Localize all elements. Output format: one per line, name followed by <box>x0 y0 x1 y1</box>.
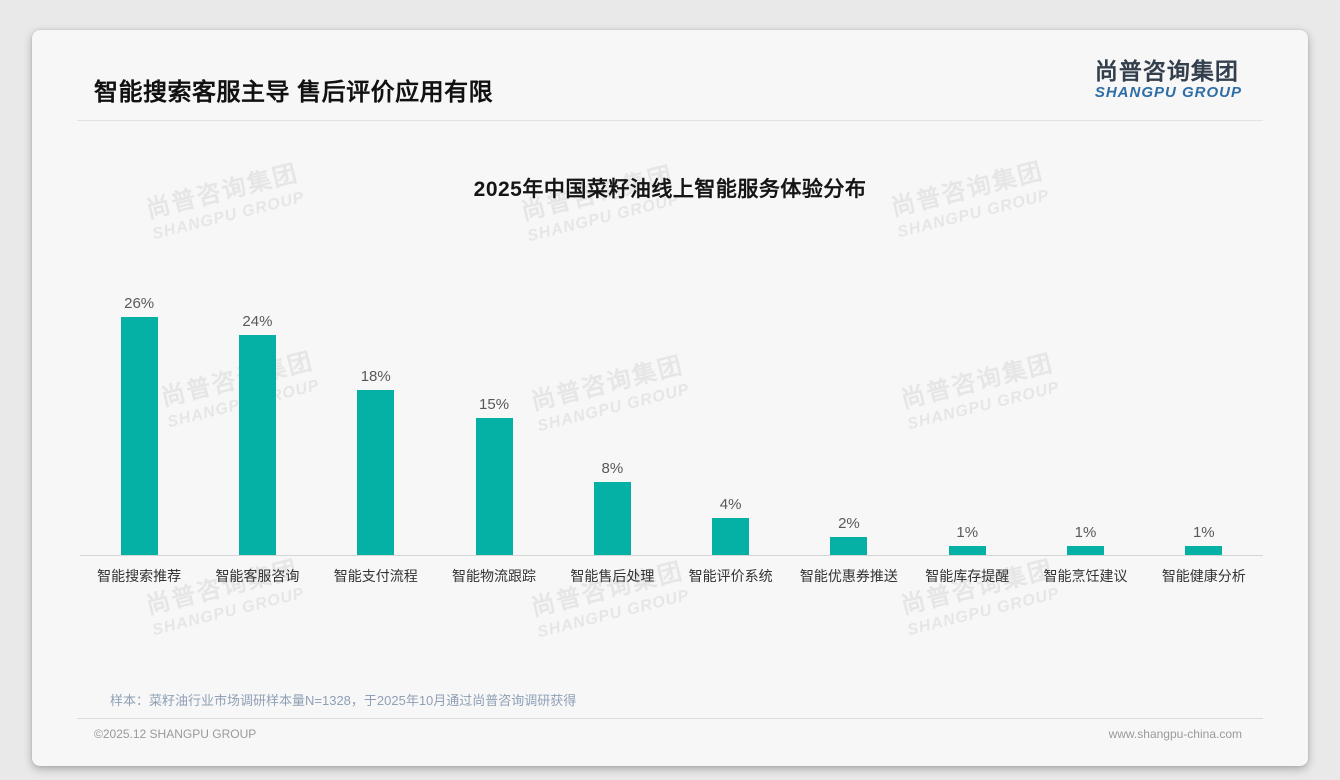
header: 智能搜索客服主导 售后评价应用有限 尚普咨询集团 SHANGPU GROUP <box>32 30 1308 107</box>
bar-value-label: 18% <box>360 368 391 385</box>
bar-column: 15% <box>435 276 553 555</box>
category-axis: 智能搜索推荐 智能客服咨询 智能支付流程 智能物流跟踪 智能售后处理 智能评价系统 智能优惠… <box>80 556 1263 586</box>
bar-chart-plot: 26% 24% 18% 15% 8% 4% 2% 1% 1% 1% <box>80 276 1263 556</box>
bar-value-label: 15% <box>479 396 510 413</box>
bar <box>593 482 631 555</box>
bar-value-label: 26% <box>124 295 155 312</box>
watermark-text-en: SHANGPU GROUP <box>150 584 307 640</box>
sample-footnote: 样本：菜籽油行业市场调研样本量N=1328，于2025年10月通过尚普咨询调研获… <box>110 693 577 708</box>
category-label: 智能评价系统 <box>688 568 773 584</box>
chart-title: 2025年中国菜籽油线上智能服务体验分布 <box>473 178 867 201</box>
bar-value-label: 2% <box>838 515 860 532</box>
category-label: 智能物流跟踪 <box>452 568 537 584</box>
bar-column: 4% <box>671 276 789 555</box>
category-label: 智能库存提醒 <box>925 568 1010 584</box>
category-label: 智能健康分析 <box>1161 568 1246 584</box>
watermark-text-en: SHANGPU GROUP <box>905 584 1062 640</box>
bar <box>475 418 513 555</box>
slide-card: 尚普咨询集团 SHANGPU GROUP 尚普咨询集团 SHANGPU GROUP 尚普… <box>32 30 1308 766</box>
header-divider <box>77 120 1263 121</box>
bar-value-label: 1% <box>1192 524 1215 541</box>
website-url: www.shangpu-china.com <box>1108 727 1242 741</box>
bar <box>830 537 868 555</box>
bar <box>120 317 158 555</box>
bar <box>948 546 986 555</box>
logo-text-en: SHANGPU GROUP <box>1094 84 1242 102</box>
bar-column: 26% <box>80 276 198 555</box>
bar-column: 1% <box>1145 276 1263 555</box>
copyright-text: ©2025.12 SHANGPU GROUP <box>94 727 257 741</box>
bar <box>1067 546 1105 555</box>
bar-value-label: 8% <box>601 460 624 477</box>
bar-column: 1% <box>1026 276 1144 555</box>
category-label: 智能烹饪建议 <box>1043 568 1128 584</box>
logo-text-cn: 尚普咨询集团 <box>1094 58 1239 84</box>
category-label: 智能支付流程 <box>333 568 418 584</box>
watermark-text-en: SHANGPU GROUP <box>535 586 692 642</box>
company-logo: 尚普咨询集团 SHANGPU GROUP <box>1095 58 1242 102</box>
bar-column: 8% <box>553 276 671 555</box>
category-label: 智能售后处理 <box>570 568 655 584</box>
bar-column: 1% <box>908 276 1026 555</box>
bar-column: 2% <box>790 276 908 555</box>
bar-value-label: 1% <box>1074 524 1097 541</box>
bar <box>357 390 395 555</box>
category-label: 智能客服咨询 <box>215 568 300 584</box>
category-label: 智能优惠券推送 <box>799 568 898 584</box>
bar-value-label: 4% <box>719 496 742 513</box>
bar <box>712 518 750 555</box>
footer: ©2025.12 SHANGPU GROUP www.shangpu-china… <box>32 719 1308 741</box>
bar-value-label: 24% <box>242 313 273 330</box>
bar-column: 18% <box>317 276 435 555</box>
category-label: 智能搜索推荐 <box>97 568 182 584</box>
bar <box>238 335 276 555</box>
bar-column: 24% <box>198 276 316 555</box>
page-title: 智能搜索客服主导 售后评价应用有限 <box>94 79 494 106</box>
bar <box>1185 546 1223 555</box>
footer-divider <box>77 718 1263 719</box>
bar-value-label: 1% <box>956 524 979 541</box>
